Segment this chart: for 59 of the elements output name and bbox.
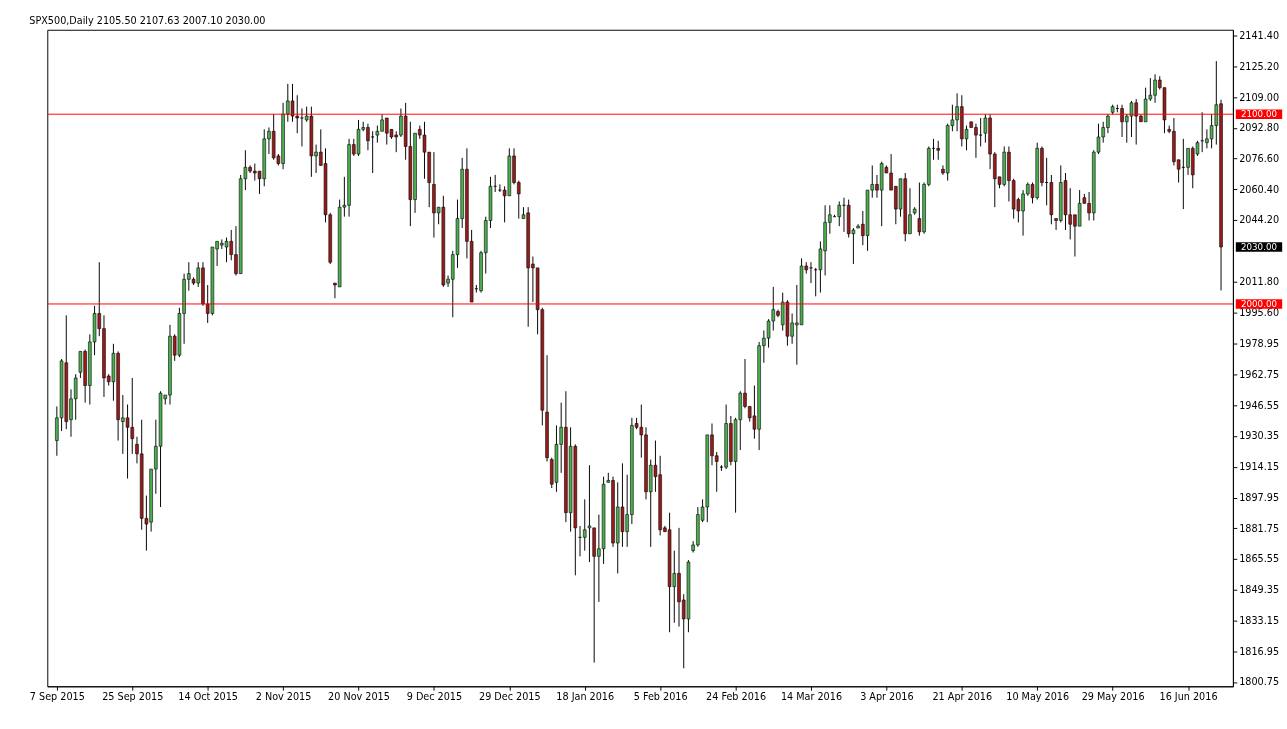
y-tick-label: 2011.80: [1239, 275, 1280, 287]
candlestick: [1077, 189, 1082, 227]
y-tick-label: 2125.20: [1239, 60, 1280, 72]
x-tick-label: 25 Sep 2015: [102, 691, 164, 703]
x-tick-label: 14 Oct 2015: [178, 691, 238, 703]
y-tick-label: 1849.35: [1239, 584, 1280, 596]
x-tick-label: 9 Dec 2015: [406, 691, 463, 703]
y-tick-label: 1816.95: [1239, 645, 1280, 657]
y-tick-label: 2092.80: [1239, 122, 1280, 134]
y-tick-label: 2044.20: [1239, 214, 1280, 226]
candlestick: [290, 83, 295, 123]
candlestick: [125, 404, 130, 480]
candlestick: [583, 498, 587, 552]
candlestick: [809, 261, 813, 284]
x-tick-label: 29 Dec 2015: [479, 691, 541, 703]
candlestick: [936, 140, 940, 161]
y-tick-label: 1881.75: [1239, 522, 1280, 534]
x-tick-label: 2 Nov 2015: [255, 691, 312, 703]
y-tick-label: 1962.75: [1239, 369, 1280, 381]
x-tick-label: 5 Feb 2016: [633, 691, 688, 703]
chart-title: SPX500,Daily 2105.50 2107.63 2007.10 2030.00: [29, 14, 266, 26]
x-tick-label: 24 Feb 2016: [706, 691, 767, 703]
x-tick-label: 3 Apr 2016: [860, 691, 914, 703]
candlestick: [1129, 100, 1134, 138]
y-tick-label: 1833.15: [1239, 614, 1280, 626]
x-tick-label: 29 May 2016: [1081, 691, 1145, 703]
y-tick-label: 1914.15: [1239, 461, 1280, 473]
x-tick-label: 21 Apr 2016: [932, 691, 993, 703]
candlestick: [978, 117, 983, 147]
y-tick-label: 1978.95: [1239, 338, 1280, 350]
candlestick: [1181, 138, 1186, 210]
y-tick-label: 2060.40: [1239, 183, 1280, 195]
x-tick-label: 20 Nov 2015: [328, 691, 390, 703]
x-tick-label: 16 Jun 2016: [1159, 691, 1218, 703]
candlestick: [837, 201, 841, 227]
text: 2030.00: [1241, 241, 1277, 252]
x-tick-label: 7 Sep 2015: [29, 691, 85, 703]
ref-line-label: 2000.00: [1241, 298, 1277, 309]
y-tick-label: 1946.55: [1239, 399, 1280, 411]
y-tick-label: 1897.95: [1239, 491, 1280, 503]
candlestick: [1143, 87, 1148, 123]
x-tick-label: 14 Mar 2016: [780, 691, 843, 703]
y-tick-label: 2076.60: [1239, 152, 1280, 164]
y-tick-label: 2141.40: [1239, 30, 1280, 42]
x-tick-label: 18 Jan 2016: [556, 691, 615, 703]
y-tick-label: 1800.75: [1239, 676, 1280, 688]
candlestick: [73, 373, 78, 421]
x-tick-label: 10 May 2016: [1006, 691, 1070, 703]
candlestick: [224, 237, 229, 263]
candlestick: [498, 183, 502, 193]
candlestick: [587, 464, 592, 563]
candlestick: [422, 121, 427, 180]
candlestick: [370, 130, 375, 174]
ref-line-label: 2100.00: [1241, 109, 1277, 120]
candlestick: [917, 182, 922, 237]
y-tick-label: 1930.35: [1239, 430, 1280, 442]
y-tick-label: 1865.55: [1239, 553, 1280, 565]
y-tick-label: 1995.60: [1239, 306, 1280, 318]
y-tick-label: 2109.00: [1239, 91, 1280, 103]
